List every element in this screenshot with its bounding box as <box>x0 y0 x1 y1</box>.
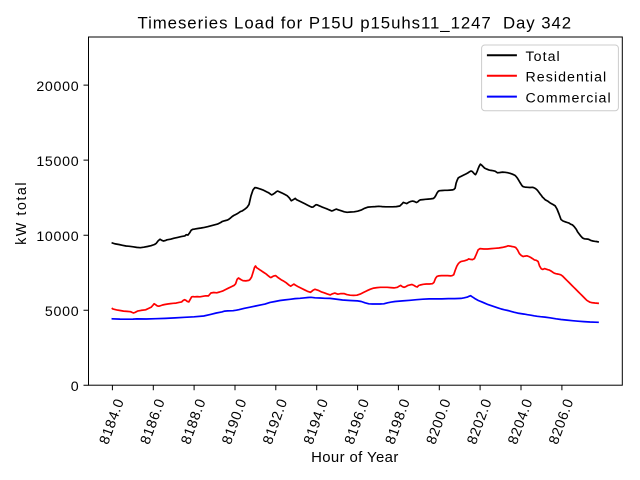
svg-text:Commercial: Commercial <box>526 90 612 106</box>
svg-text:Total: Total <box>526 49 561 65</box>
svg-text:0: 0 <box>71 379 80 395</box>
svg-text:kW total: kW total <box>14 181 30 245</box>
svg-text:Residential: Residential <box>526 70 608 86</box>
svg-text:10000: 10000 <box>36 229 79 245</box>
svg-text:15000: 15000 <box>36 154 79 170</box>
svg-text:5000: 5000 <box>45 304 79 320</box>
svg-text:20000: 20000 <box>36 79 79 95</box>
svg-text:Timeseries Load for P15U p15uh: Timeseries Load for P15U p15uhs11_1247 D… <box>138 14 573 33</box>
svg-text:Hour of Year: Hour of Year <box>311 450 399 466</box>
